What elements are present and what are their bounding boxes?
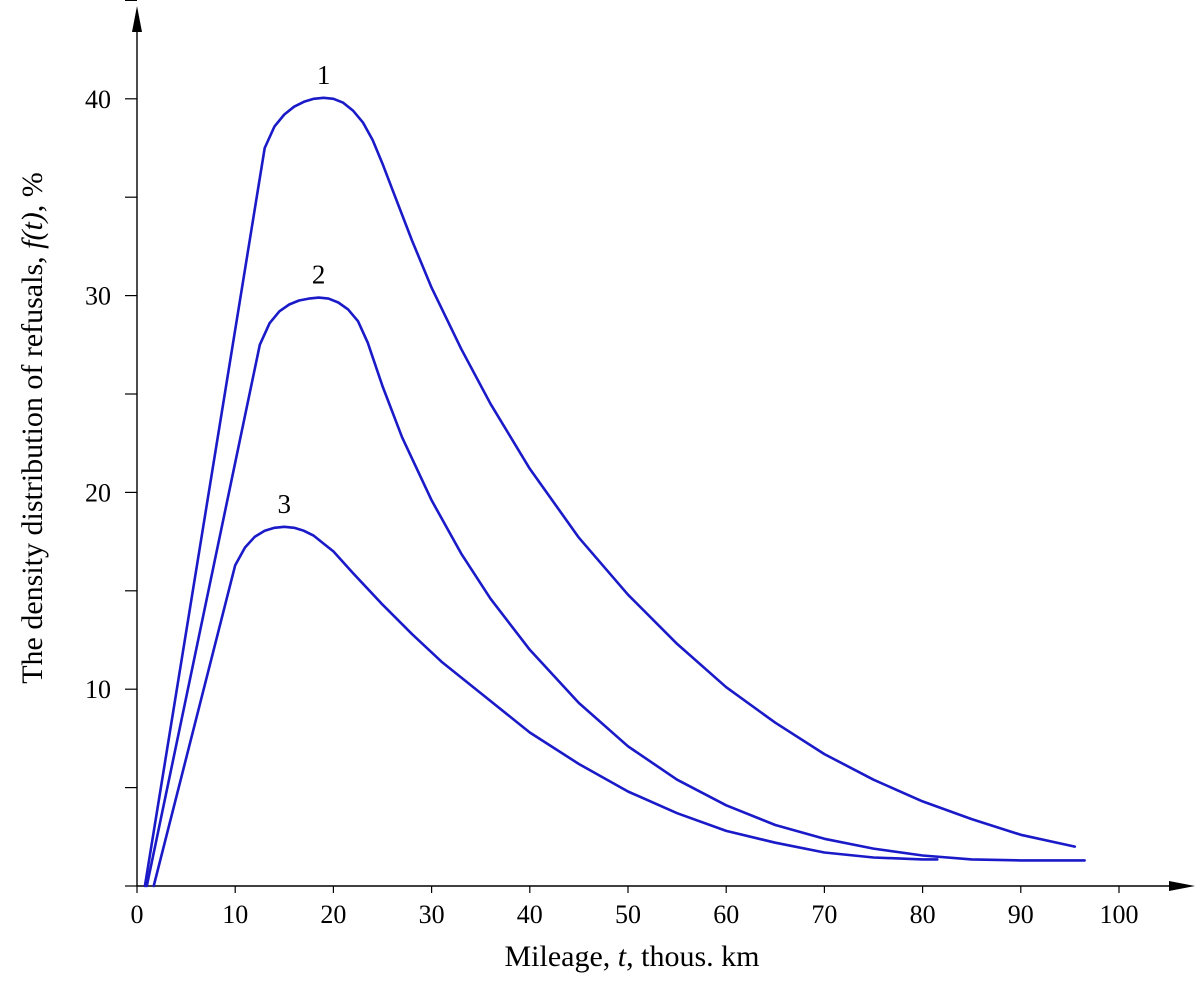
y-axis-title: The density distribution of refusals, f(… bbox=[16, 172, 49, 684]
y-tick-label: 10 bbox=[85, 675, 111, 704]
x-tick-label: 80 bbox=[910, 900, 936, 929]
x-tick-label: 90 bbox=[1008, 900, 1034, 929]
axes bbox=[132, 6, 1195, 891]
series: 1 2 3 bbox=[143, 60, 1086, 888]
x-axis-arrow bbox=[1169, 881, 1195, 891]
x-tick-label: 50 bbox=[615, 900, 641, 929]
y-tick-label: 40 bbox=[85, 85, 111, 114]
series-label: 3 bbox=[278, 489, 292, 519]
y-axis-arrow bbox=[132, 6, 142, 32]
x-tick-label: 60 bbox=[713, 900, 739, 929]
series-1: 1 bbox=[143, 60, 1077, 888]
x-axis-title: Mileage, t, thous. km bbox=[505, 940, 760, 973]
y-tick-label: 30 bbox=[85, 282, 111, 311]
series-label: 2 bbox=[312, 260, 326, 290]
series-3: 3 bbox=[152, 489, 939, 888]
x-tick-label: 10 bbox=[222, 900, 248, 929]
y-tick-label: 20 bbox=[85, 478, 111, 507]
series-line bbox=[145, 296, 1086, 888]
x-tick-label: 40 bbox=[517, 900, 543, 929]
ticks: 0 10 20 30 40 50 60 70 80 90 100 10 20 30 40 bbox=[85, 0, 1139, 929]
x-tick-label: 100 bbox=[1100, 900, 1139, 929]
series-line bbox=[152, 525, 939, 888]
x-tick-label: 20 bbox=[320, 900, 346, 929]
x-tick-label: 70 bbox=[811, 900, 837, 929]
series-2: 2 bbox=[145, 260, 1086, 888]
x-tick-label: 30 bbox=[419, 900, 445, 929]
x-tick-label: 0 bbox=[131, 900, 144, 929]
series-line bbox=[143, 96, 1077, 888]
series-label: 1 bbox=[317, 60, 331, 90]
